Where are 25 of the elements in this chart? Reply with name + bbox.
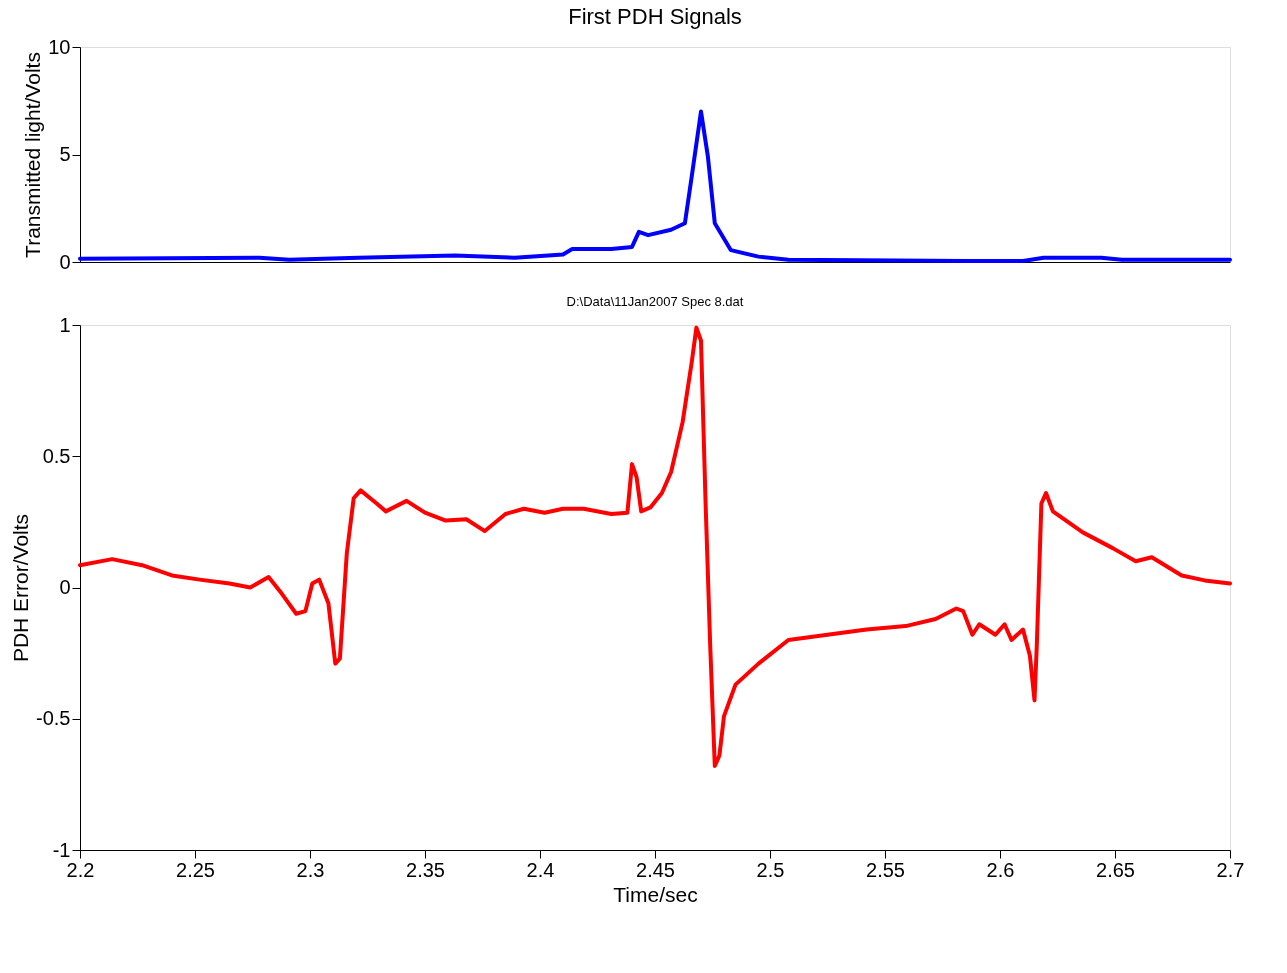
x-tick-label: 2.2	[66, 858, 95, 881]
y-tick-label: 1	[59, 313, 71, 336]
y-tick-label: -0.5	[36, 707, 71, 730]
x-tick-label: 2.7	[1216, 858, 1245, 881]
x-tick-label: 2.25	[176, 858, 215, 881]
y-tick-label: -1	[52, 838, 71, 861]
y-axis-title: PDH Error/Volts	[9, 513, 33, 663]
x-tick-label: 2.35	[406, 858, 445, 881]
x-tick-label: 2.4	[526, 858, 555, 881]
chart-title: D:\Data\11Jan2007 Spec 8.dat	[566, 294, 744, 309]
y-tick-label: 0	[59, 576, 71, 598]
y-tick-label: 10	[48, 35, 71, 58]
x-tick-label: 2.6	[986, 858, 1015, 881]
x-tick-label: 2.3	[296, 858, 325, 881]
x-tick-label: 2.55	[866, 858, 905, 881]
y-tick-label: 5	[59, 143, 71, 165]
x-tick-label: 2.45	[636, 858, 675, 881]
y-axis-title: Transmitted light/Volts	[21, 52, 45, 258]
y-tick-label: 0	[59, 250, 71, 273]
x-tick-label: 2.5	[756, 858, 785, 881]
x-axis-title: Time/sec	[613, 882, 698, 906]
x-tick-label: 2.65	[1096, 858, 1135, 881]
chart-title: First PDH Signals	[568, 4, 742, 29]
line-series	[78, 325, 1232, 768]
y-tick-label: 0.5	[42, 444, 71, 467]
